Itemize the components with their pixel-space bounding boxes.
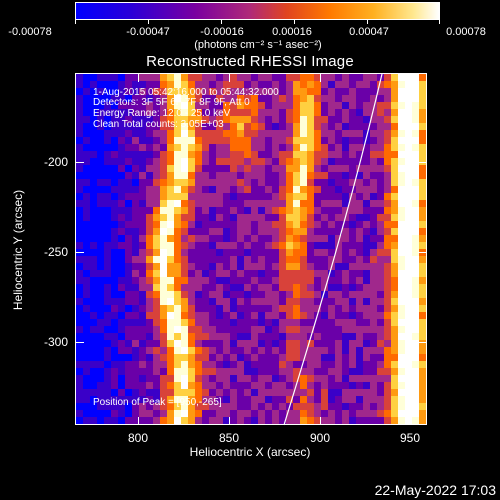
- heatmap-image: [76, 74, 426, 424]
- colorbar-units: (photons cm⁻² s⁻¹ asec⁻²): [194, 39, 322, 51]
- info-detectors: Detectors: 3F 5F 6F 7F 8F 9F, Att 0: [93, 97, 250, 108]
- y-tick-label: -200: [43, 155, 68, 169]
- colorbar: [75, 2, 440, 20]
- x-axis-ticks: [138, 74, 412, 425]
- colorbar-tick-label: -0.00016: [200, 26, 244, 38]
- info-clean-total-counts: Clean Total counts: 3.05E+03: [93, 119, 224, 130]
- colorbar-gradient: [76, 3, 439, 19]
- info-peak-position: Position of Peak = [950,-265]: [93, 397, 222, 408]
- x-tick-label: 900: [309, 431, 331, 445]
- y-tick-label: -250: [43, 245, 68, 259]
- rhessi-image-plot: [75, 73, 427, 425]
- colorbar-tick-label: -0.00078: [8, 26, 52, 38]
- info-time-range: 1-Aug-2015 05:42:16.000 to 05:44:32.000: [93, 87, 279, 98]
- colorbar-tick-label: -0.00047: [126, 26, 170, 38]
- colorbar-tick-label: 0.00047: [349, 26, 389, 38]
- solar-limb-line: [283, 73, 383, 426]
- image-title: Reconstructed RHESSI Image: [146, 53, 354, 70]
- y-tick-label: -300: [43, 335, 68, 349]
- colorbar-tick-label: 0.00078: [446, 26, 486, 38]
- y-axis-ticks: [76, 162, 426, 343]
- y-axis-label: Heliocentric Y (arcsec): [11, 189, 25, 311]
- x-axis-label: Heliocentric X (arcsec): [189, 445, 311, 459]
- info-energy-range: Energy Range: 12.0 - 25.0 keV: [93, 108, 231, 119]
- x-tick-label: 800: [127, 431, 149, 445]
- x-tick-label: 850: [218, 431, 240, 445]
- colorbar-tick-label: 0.00016: [272, 26, 312, 38]
- colorbar-ticks: [75, 20, 440, 24]
- datestamp: 22-May-2022 17:03: [374, 482, 496, 498]
- x-tick-label: 950: [399, 431, 421, 445]
